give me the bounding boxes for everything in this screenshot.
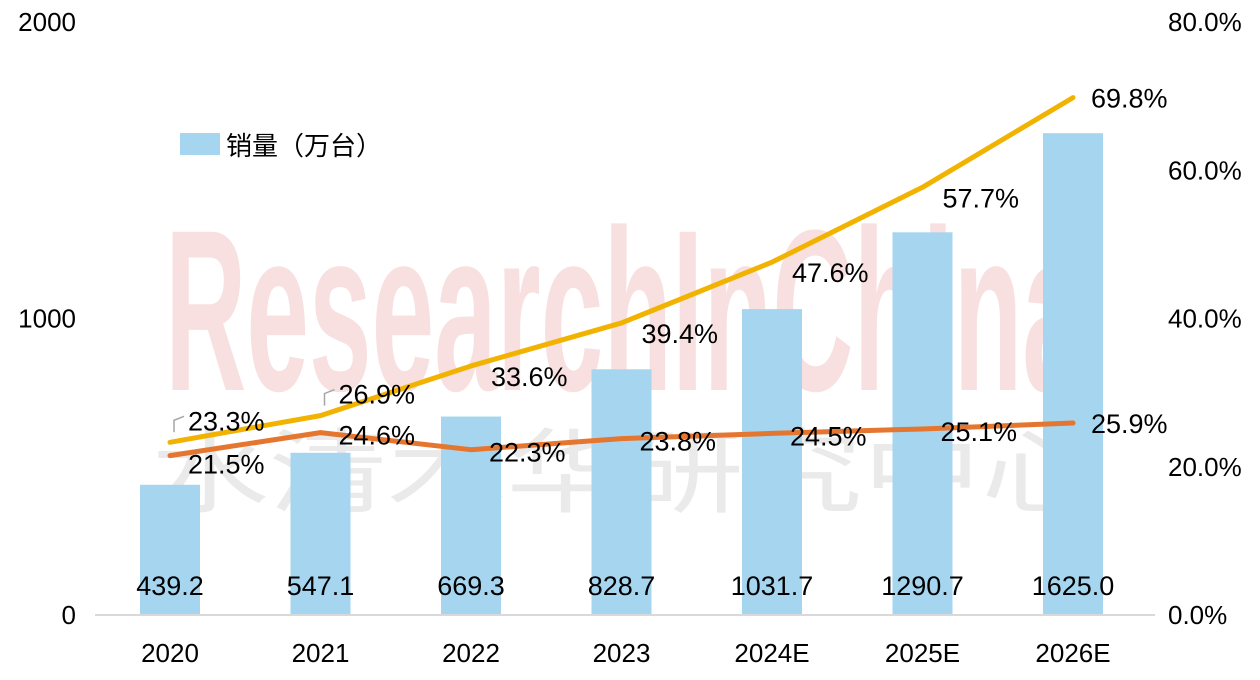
bar bbox=[591, 369, 652, 615]
legend-swatch bbox=[180, 133, 220, 155]
line-value-label: 24.5% bbox=[790, 421, 867, 451]
bar-value-label: 828.7 bbox=[588, 571, 656, 601]
series-line bbox=[167, 95, 1076, 445]
left-tick-label: 1000 bbox=[18, 304, 76, 334]
category-axis: 2020 2021 2022 2023 2024E 2025E 2026E bbox=[141, 638, 1111, 668]
category-label: 2025E bbox=[885, 638, 960, 668]
category-label: 2022 bbox=[442, 638, 500, 668]
line-value-label: 24.6% bbox=[339, 421, 416, 451]
legend: 销量（万台） bbox=[180, 131, 382, 161]
right-tick-label: 20.0% bbox=[1168, 452, 1242, 482]
bar bbox=[290, 452, 351, 615]
category-label: 2020 bbox=[141, 638, 199, 668]
right-tick-label: 60.0% bbox=[1168, 155, 1242, 185]
right-axis: 0.0% 20.0% 40.0% 60.0% 80.0% bbox=[1168, 7, 1242, 630]
bar-data-labels: 439.2 547.1 669.3 828.7 1031.7 1290.7 1625.0 bbox=[136, 571, 1114, 601]
line-value-label: 33.6% bbox=[491, 362, 568, 392]
line-value-label: 39.4% bbox=[642, 319, 719, 349]
left-tick-label: 2000 bbox=[18, 7, 76, 37]
bar-value-label: 1625.0 bbox=[1032, 571, 1115, 601]
series-line bbox=[167, 420, 1076, 459]
category-label: 2023 bbox=[593, 638, 651, 668]
bar bbox=[892, 232, 953, 616]
right-tick-label: 0.0% bbox=[1168, 600, 1227, 630]
bar-value-label: 1290.7 bbox=[881, 571, 964, 601]
bar-value-label: 439.2 bbox=[136, 571, 204, 601]
category-label: 2024E bbox=[734, 638, 809, 668]
line-value-label: 47.6% bbox=[792, 258, 869, 288]
line-value-label: 69.8% bbox=[1091, 84, 1168, 114]
line-value-label: 57.7% bbox=[943, 183, 1020, 213]
line-value-label: 25.9% bbox=[1091, 409, 1168, 439]
line-series bbox=[167, 95, 1076, 459]
label-leader-line bbox=[323, 388, 335, 406]
label-leader-line bbox=[173, 415, 185, 433]
bar-value-label: 1031.7 bbox=[731, 571, 814, 601]
category-label: 2021 bbox=[292, 638, 350, 668]
line-value-label: 23.3% bbox=[188, 406, 265, 436]
right-tick-label: 80.0% bbox=[1168, 7, 1242, 37]
bar-value-label: 547.1 bbox=[287, 571, 355, 601]
line-value-label: 26.9% bbox=[339, 380, 416, 410]
left-tick-label: 0 bbox=[62, 600, 76, 630]
bar bbox=[1043, 133, 1103, 615]
legend-label: 销量（万台） bbox=[226, 131, 382, 161]
line-data-labels: 23.3% 26.9% 33.6% 39.4% 47.6% 57.7% 69.8% 21.5%… bbox=[173, 84, 1168, 480]
category-label: 2026E bbox=[1035, 638, 1110, 668]
bar-value-label: 669.3 bbox=[437, 571, 505, 601]
left-axis: 0 1000 2000 bbox=[18, 7, 76, 630]
line-value-label: 25.1% bbox=[941, 417, 1018, 447]
bar-series bbox=[140, 133, 1103, 616]
line-value-label: 21.5% bbox=[188, 450, 265, 480]
bar bbox=[140, 484, 200, 615]
line-value-label: 23.8% bbox=[640, 427, 717, 457]
right-tick-label: 40.0% bbox=[1168, 304, 1242, 334]
line-value-label: 22.3% bbox=[489, 438, 566, 468]
bar bbox=[742, 309, 802, 615]
